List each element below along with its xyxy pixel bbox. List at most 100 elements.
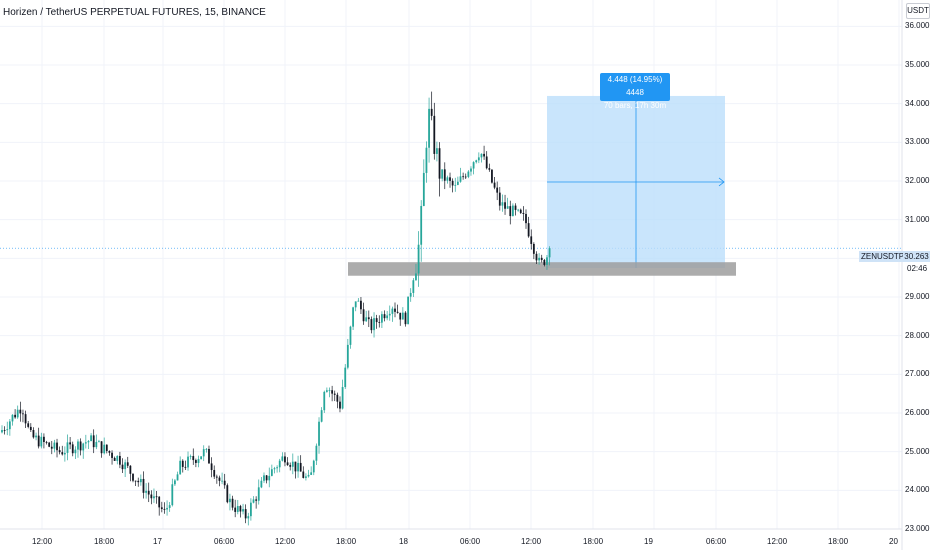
candle-body	[43, 436, 45, 442]
candle-body	[124, 462, 127, 470]
support-zone[interactable]	[348, 262, 736, 276]
candle-body	[294, 461, 297, 472]
candle-body	[546, 257, 548, 265]
candle-body	[331, 390, 334, 394]
time-tick: 17	[153, 537, 162, 546]
candle-body	[532, 243, 535, 254]
candle-body	[454, 184, 457, 186]
price-tick: 29.000	[905, 292, 930, 301]
candle-body	[378, 322, 381, 323]
candle-body	[210, 463, 213, 471]
candle-body	[142, 478, 145, 493]
measure-bars-text: 70 bars, 17h 30m	[603, 101, 667, 110]
candle-body	[194, 460, 197, 463]
symbol-price-tag: ZENUSDTPERP	[859, 251, 923, 262]
candle-body	[61, 452, 64, 455]
candle-body	[63, 452, 66, 455]
candle-body	[98, 441, 100, 443]
candle-body	[420, 205, 423, 245]
candle-body	[477, 157, 480, 161]
candle-body	[137, 480, 140, 483]
candle-body	[22, 413, 24, 415]
candle-body	[451, 180, 454, 186]
candle-body	[29, 426, 32, 431]
candle-body	[381, 314, 383, 323]
candle-body	[145, 490, 147, 493]
candle-body	[483, 153, 485, 157]
candle-body	[231, 498, 234, 508]
candle-body	[84, 442, 87, 444]
candle-body	[391, 308, 394, 314]
candle-body	[192, 456, 195, 461]
candle-body	[525, 213, 527, 224]
candle-body	[472, 162, 475, 169]
candle-body	[336, 394, 339, 402]
candle-body	[53, 442, 56, 449]
candle-body	[383, 314, 386, 319]
candle-body	[179, 460, 182, 475]
candle-body	[265, 475, 268, 481]
candle-body	[488, 168, 491, 170]
candle-body	[373, 318, 375, 331]
candle-body	[82, 443, 85, 451]
candle-body	[197, 459, 200, 463]
candle-body	[493, 182, 496, 188]
candle-body	[404, 312, 407, 325]
candle-body	[517, 209, 520, 211]
candle-body	[184, 466, 187, 468]
candle-body	[535, 253, 538, 261]
candle-body	[11, 414, 14, 422]
last-price-label: 30.263	[903, 251, 930, 262]
candle-body	[318, 421, 320, 446]
candle-body	[129, 465, 132, 474]
candle-body	[522, 212, 525, 214]
time-tick: 12:00	[275, 537, 296, 546]
candle-body	[409, 292, 412, 297]
time-tick: 06:00	[214, 537, 235, 546]
candle-body	[491, 169, 493, 183]
candle-body	[449, 177, 451, 181]
candle-body	[512, 205, 514, 217]
candle-body	[467, 171, 470, 177]
candle-body	[496, 187, 499, 193]
price-tick: 26.000	[905, 408, 930, 417]
candle-body	[417, 244, 420, 274]
candle-body	[394, 308, 396, 312]
candle-body	[37, 435, 40, 447]
candle-body	[514, 205, 517, 210]
candle-body	[32, 430, 35, 438]
candle-body	[388, 313, 391, 316]
candle-body	[71, 444, 74, 454]
price-tick: 27.000	[905, 369, 930, 379]
measure-label: 4.448 (14.95%) 4448 70 bars, 17h 30m	[600, 73, 670, 110]
candle-body	[485, 156, 488, 169]
candle-body	[415, 273, 417, 281]
price-tick: 36.000	[905, 21, 930, 31]
currency-button[interactable]: USDT	[906, 3, 930, 19]
candle-body	[260, 480, 263, 488]
candle-body	[367, 317, 370, 320]
candle-body	[35, 435, 37, 438]
candle-body	[284, 456, 286, 463]
candle-body	[464, 176, 467, 178]
candle-body	[365, 317, 368, 322]
price-tick: 23.000	[905, 524, 930, 533]
candle-body	[354, 301, 357, 308]
candle-body	[506, 206, 509, 209]
candle-body	[14, 414, 16, 418]
candle-body	[126, 462, 129, 466]
candle-body	[475, 160, 478, 163]
candle-body	[307, 474, 310, 477]
price-tick: 31.000	[905, 214, 930, 224]
time-tick: 18	[399, 537, 408, 546]
candle-body	[333, 393, 336, 395]
candle-body	[273, 468, 276, 470]
candle-body	[163, 508, 166, 510]
candle-body	[386, 315, 389, 319]
candle-body	[278, 460, 281, 468]
candle-body	[160, 507, 163, 509]
candle-body	[95, 441, 98, 448]
candle-body	[1, 430, 3, 433]
candle-body	[315, 445, 318, 461]
